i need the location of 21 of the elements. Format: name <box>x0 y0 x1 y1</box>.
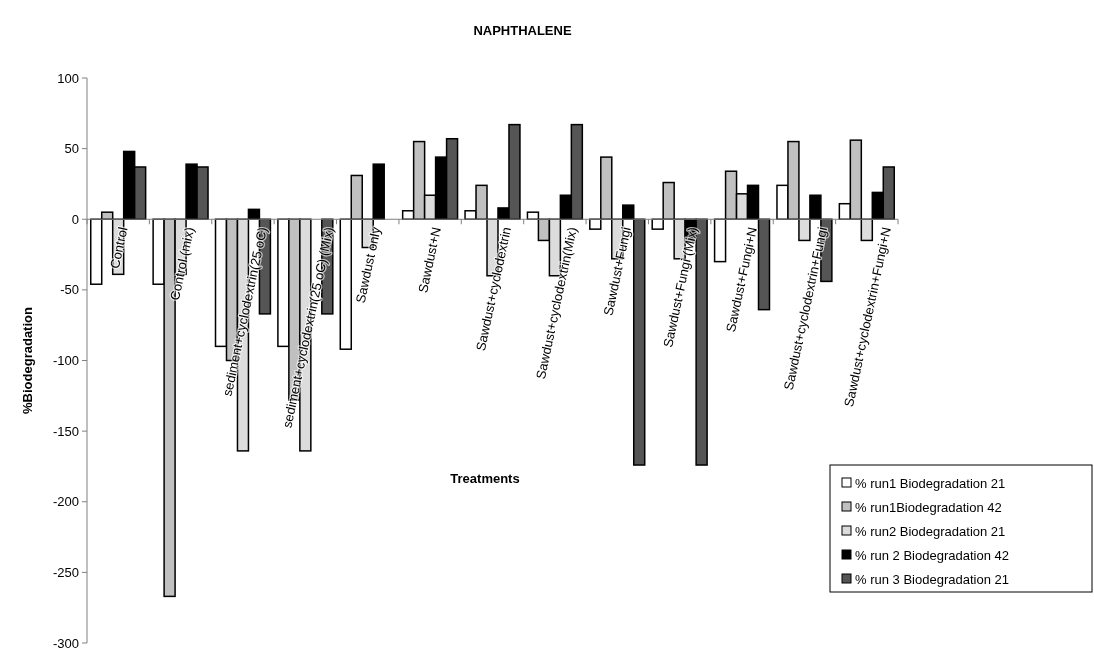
y-tick-label: -150 <box>52 423 79 439</box>
x-axis-title: Treatments <box>450 471 520 486</box>
x-tick-label: Sawdust+N <box>415 225 444 295</box>
y-tick-label: -100 <box>52 353 79 369</box>
y-tick-label: 0 <box>71 211 79 227</box>
y-tick-label: 100 <box>57 70 79 86</box>
x-tick-label: Control (mix) <box>166 225 198 302</box>
y-tick-label: -200 <box>52 494 79 510</box>
legend-label: % run1Biodegradation 42 <box>855 499 1002 515</box>
legend-label: % run1 Biodegradation 21 <box>855 475 1006 491</box>
y-tick-label: 50 <box>64 141 79 157</box>
x-tick-label: Control <box>107 225 131 270</box>
y-axis-title: %Biodegradation <box>20 307 35 414</box>
y-tick-label: -300 <box>52 635 79 651</box>
x-tick-label: Sawdust only <box>352 225 384 305</box>
chart-title: NAPHTHALENE <box>473 23 572 38</box>
y-tick-label: -250 <box>52 564 79 580</box>
legend-label: % run 3 Biodegradation 21 <box>855 571 1009 587</box>
legend-label: % run2 Biodegradation 21 <box>855 523 1006 539</box>
y-tick-label: -50 <box>60 282 79 298</box>
legend-label: % run 2 Biodegradation 42 <box>855 547 1009 563</box>
